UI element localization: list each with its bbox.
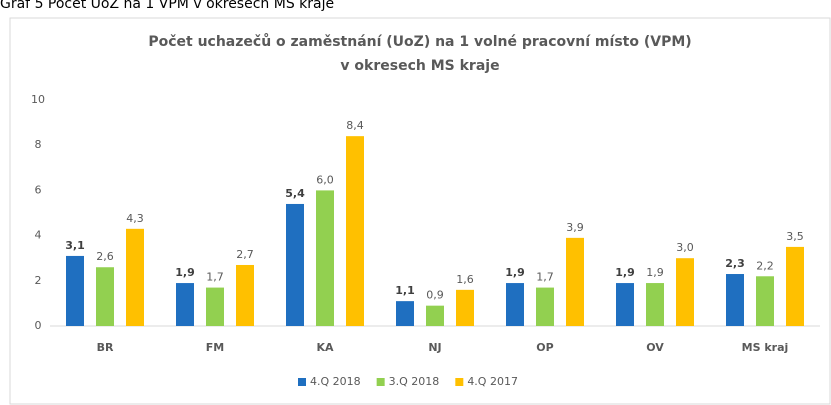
x-tick-label: MS kraj bbox=[742, 341, 789, 354]
value-label: 0,9 bbox=[426, 289, 444, 302]
value-label: 3,5 bbox=[786, 230, 804, 243]
legend-swatch bbox=[298, 378, 306, 386]
bar bbox=[536, 287, 554, 326]
bar bbox=[426, 305, 444, 326]
value-label: 1,7 bbox=[206, 271, 224, 284]
x-tick-label: KA bbox=[316, 341, 334, 354]
x-tick-label: OP bbox=[536, 341, 553, 354]
bar bbox=[786, 246, 804, 326]
value-label: 3,0 bbox=[676, 241, 694, 254]
bar bbox=[756, 276, 774, 326]
bar bbox=[506, 283, 524, 326]
bar bbox=[676, 258, 694, 326]
bar bbox=[96, 267, 114, 326]
value-label: 1,9 bbox=[646, 266, 664, 279]
bar bbox=[316, 190, 334, 326]
legend-swatch bbox=[455, 378, 464, 386]
bar bbox=[286, 203, 304, 326]
bar bbox=[236, 264, 254, 326]
value-label: 3,9 bbox=[566, 221, 584, 234]
chart-title: v okresech MS kraje bbox=[340, 58, 499, 74]
value-label: 1,9 bbox=[615, 266, 635, 279]
legend-swatch bbox=[376, 378, 385, 386]
value-label: 4,3 bbox=[126, 212, 144, 225]
y-tick-label: 10 bbox=[31, 93, 45, 106]
value-label: 3,1 bbox=[65, 239, 85, 252]
y-tick-label: 8 bbox=[35, 138, 42, 151]
y-tick-label: 6 bbox=[35, 183, 42, 196]
x-tick-label: BR bbox=[97, 341, 114, 354]
y-tick-label: 4 bbox=[35, 229, 42, 242]
caption: Graf 5 Počet UoZ na 1 VPM v okresech MS … bbox=[0, 0, 334, 12]
value-label: 2,3 bbox=[725, 257, 745, 270]
value-label: 2,6 bbox=[96, 250, 114, 263]
x-tick-label: OV bbox=[646, 341, 664, 354]
value-label: 6,0 bbox=[316, 173, 334, 186]
bar bbox=[126, 228, 144, 326]
bar bbox=[176, 283, 194, 326]
value-label: 2,2 bbox=[756, 259, 774, 272]
value-label: 1,1 bbox=[395, 284, 415, 297]
y-tick-label: 0 bbox=[35, 319, 42, 332]
value-label: 1,7 bbox=[536, 271, 554, 284]
legend-label: 3.Q 2018 bbox=[389, 375, 440, 388]
y-tick-label: 2 bbox=[35, 274, 42, 287]
bar bbox=[646, 283, 664, 326]
value-label: 1,9 bbox=[175, 266, 195, 279]
value-label: 5,4 bbox=[285, 187, 305, 200]
bar bbox=[206, 287, 224, 326]
x-tick-label: FM bbox=[206, 341, 224, 354]
bar bbox=[726, 274, 744, 326]
x-tick-label: NJ bbox=[428, 341, 441, 354]
value-label: 8,4 bbox=[346, 119, 364, 132]
value-label: 1,9 bbox=[505, 266, 525, 279]
bar bbox=[66, 255, 84, 326]
chart-frame bbox=[9, 17, 831, 405]
value-label: 2,7 bbox=[236, 248, 254, 261]
chart-title: Počet uchazečů o zaměstnání (UoZ) na 1 v… bbox=[148, 33, 691, 50]
bar bbox=[616, 283, 634, 326]
bar bbox=[456, 289, 474, 326]
value-label: 1,6 bbox=[456, 273, 474, 286]
bar bbox=[566, 237, 584, 326]
legend-label: 4.Q 2018 bbox=[310, 375, 361, 388]
legend-label: 4.Q 2017 bbox=[467, 375, 518, 388]
bar bbox=[396, 301, 414, 326]
bar bbox=[346, 136, 364, 326]
